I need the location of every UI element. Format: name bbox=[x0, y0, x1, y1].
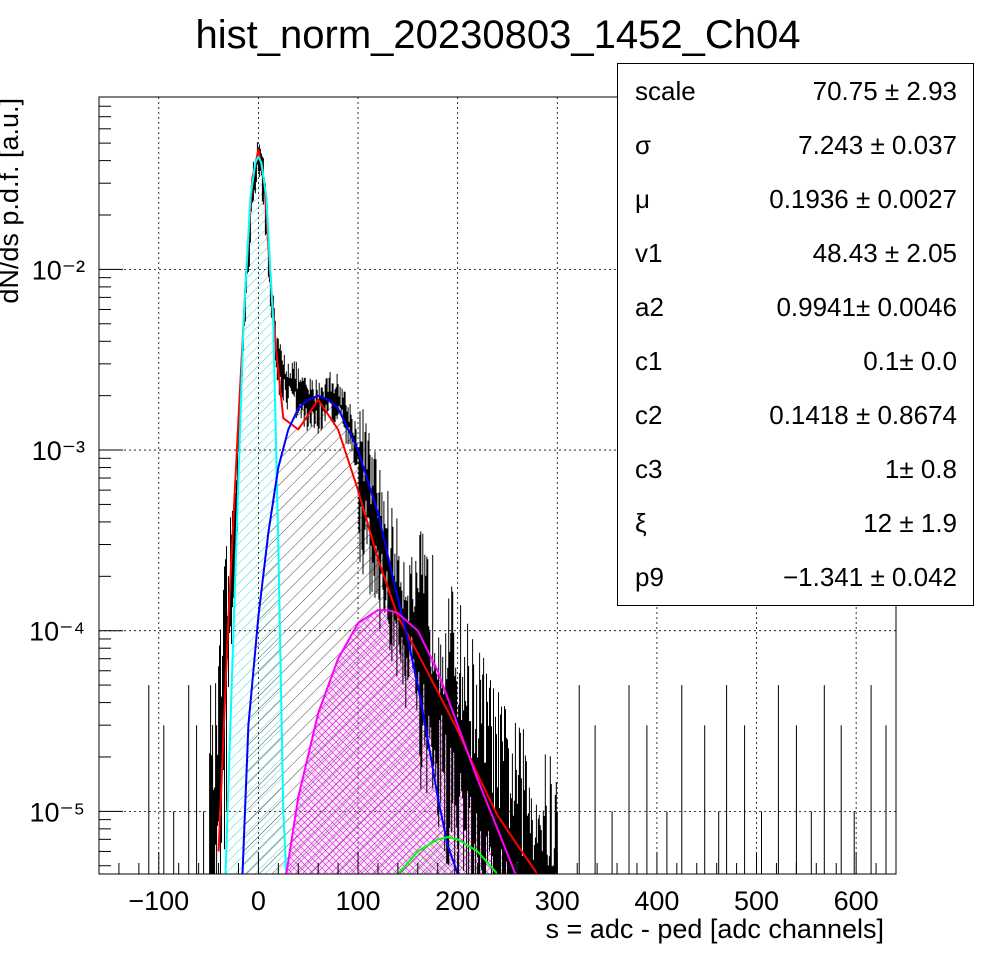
stat-row-c2: c2 0.1418 ± 0.8674 bbox=[635, 400, 957, 430]
x-axis-label: s = adc - ped [adc channels] bbox=[546, 914, 884, 944]
stat-row-c3: c3 1± 0.8 bbox=[635, 454, 957, 484]
x-tick-label: 400 bbox=[634, 886, 679, 916]
y-tick-label: 10⁻⁴ bbox=[29, 617, 85, 647]
fit-curves bbox=[217, 148, 539, 874]
x-tick-label: 0 bbox=[251, 886, 266, 916]
x-tick-label: −100 bbox=[128, 886, 189, 916]
axis-ticks bbox=[98, 96, 897, 874]
x-tick-label: 200 bbox=[435, 886, 480, 916]
second-fit-curve bbox=[285, 609, 517, 874]
pedestal-fit-curve bbox=[224, 155, 288, 874]
stat-row-v1: v1 48.43 ± 2.05 bbox=[635, 238, 957, 268]
stat-row-mu: μ 0.1936 ± 0.0027 bbox=[635, 184, 957, 214]
stat-row-p9: p9 −1.341 ± 0.042 bbox=[635, 562, 957, 592]
signal-fit-curve bbox=[241, 394, 459, 874]
stat-row-c1: c1 0.1± 0.0 bbox=[635, 346, 957, 376]
x-tick-label: 100 bbox=[335, 886, 380, 916]
y-tick-label: 10⁻² bbox=[32, 255, 85, 285]
x-tick-label: 600 bbox=[834, 886, 879, 916]
third-fit-curve bbox=[397, 836, 499, 874]
y-tick-labels: 10⁻⁵ 10⁻⁴ 10⁻³ 10⁻² bbox=[29, 255, 85, 827]
x-tick-label: 300 bbox=[535, 886, 580, 916]
fit-parameters-box: scale 70.75 ± 2.93 σ 7.243 ± 0.037 μ 0.1… bbox=[617, 63, 974, 606]
stat-row-xi: ξ 12 ± 1.9 bbox=[635, 508, 957, 538]
x-tick-labels: −100 0 100 200 300 400 500 600 bbox=[128, 886, 878, 916]
stat-row-scale: scale 70.75 ± 2.93 bbox=[635, 76, 957, 106]
y-axis-label: dN/ds p.d.f. [a.u.] bbox=[0, 98, 24, 304]
y-tick-label: 10⁻³ bbox=[32, 436, 85, 466]
y-tick-label: 10⁻⁵ bbox=[30, 797, 85, 827]
stat-row-sigma: σ 7.243 ± 0.037 bbox=[635, 130, 957, 160]
chart-title: hist_norm_20230803_1452_Ch04 bbox=[196, 13, 801, 57]
component-fills bbox=[225, 156, 516, 874]
stat-row-a2: a2 0.9941± 0.0046 bbox=[635, 292, 957, 322]
x-tick-label: 500 bbox=[734, 886, 779, 916]
